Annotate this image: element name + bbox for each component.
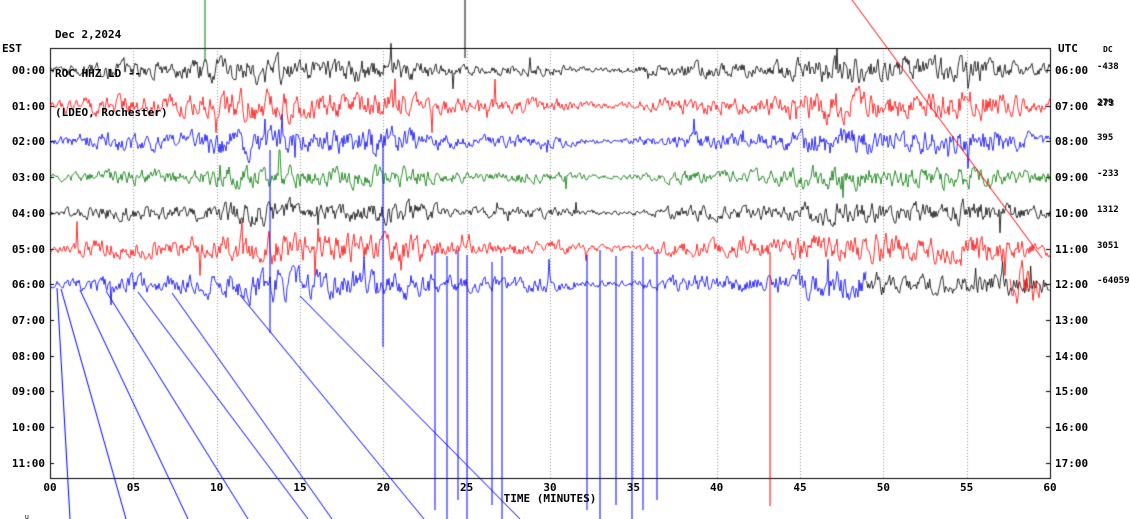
- x-tick-05: 05: [126, 481, 140, 494]
- x-tick-60: 60: [1043, 481, 1057, 494]
- right-axis-title: UTC: [1058, 42, 1078, 55]
- dc-column-label: DC: [1103, 45, 1113, 54]
- x-axis-title: TIME (MINUTES): [503, 492, 597, 505]
- est-label-06:00: 06:00: [11, 278, 45, 292]
- x-tick-20: 20: [376, 481, 390, 494]
- dc-overlap-01:00: 273: [1098, 98, 1115, 109]
- dc-value-06:00: -6405988: [1097, 276, 1130, 287]
- x-tick-55: 55: [960, 481, 974, 494]
- utc-label-09:00: 09:00: [1055, 171, 1089, 185]
- est-label-10:00: 10:00: [11, 421, 45, 434]
- utc-label-12:00: 12:00: [1055, 278, 1089, 292]
- est-label-02:00: 02:00: [11, 135, 45, 149]
- x-tick-35: 35: [626, 481, 640, 494]
- utc-label-10:00: 10:00: [1055, 206, 1089, 220]
- x-tick-50: 50: [876, 481, 890, 494]
- header-location: (LDEO, Rochester): [55, 106, 168, 119]
- x-tick-45: 45: [793, 481, 807, 494]
- scale-note: u Each Vertical Division = 333.33 microv…: [3, 503, 166, 519]
- est-label-04:00: 04:00: [11, 206, 45, 220]
- utc-label-13:00: 13:00: [1055, 313, 1089, 327]
- header-date: Dec 2,2024: [55, 28, 122, 41]
- utc-label-07:00: 07:00: [1055, 99, 1089, 113]
- utc-label-16:00: 16:00: [1055, 421, 1089, 434]
- x-tick-10: 10: [210, 481, 224, 494]
- est-label-01:00: 01:00: [11, 99, 45, 113]
- utc-label-15:00: 15:00: [1055, 385, 1089, 399]
- est-label-11:00: 11:00: [11, 456, 45, 470]
- est-label-03:00: 03:00: [11, 171, 45, 185]
- x-tick-30: 30: [543, 481, 557, 494]
- utc-label-17:00: 17:00: [1055, 456, 1089, 470]
- header-station: ROC HHZ LD --: [55, 67, 142, 80]
- dc-value-00:00: -438: [1097, 62, 1119, 72]
- est-label-05:00: 05:00: [11, 242, 45, 256]
- est-label-00:00: 00:00: [11, 64, 45, 77]
- utc-label-06:00: 06:00: [1055, 64, 1089, 77]
- x-tick-15: 15: [293, 481, 307, 494]
- header: Dec 2,2024 ROC HHZ LD -- (LDEO, Rocheste…: [55, 2, 168, 145]
- utc-label-08:00: 08:00: [1055, 135, 1089, 149]
- left-axis-title: EST: [2, 42, 22, 55]
- x-tick-40: 40: [710, 481, 724, 494]
- dc-value-04:00: 1312: [1097, 204, 1119, 215]
- dc-value-01:00: 279: [1097, 97, 1114, 108]
- dc-value-05:00: 3051: [1097, 240, 1119, 251]
- est-label-08:00: 08:00: [11, 349, 45, 363]
- scale-note-unit-mark: u: [24, 513, 29, 519]
- dc-value-02:00: 395: [1097, 133, 1114, 144]
- utc-label-11:00: 11:00: [1055, 242, 1089, 256]
- dc-value-03:00: -233: [1097, 169, 1119, 180]
- est-label-09:00: 09:00: [11, 385, 45, 399]
- utc-label-14:00: 14:00: [1055, 349, 1089, 363]
- est-label-07:00: 07:00: [11, 313, 45, 327]
- x-tick-25: 25: [460, 481, 474, 494]
- x-tick-00: 00: [43, 481, 57, 494]
